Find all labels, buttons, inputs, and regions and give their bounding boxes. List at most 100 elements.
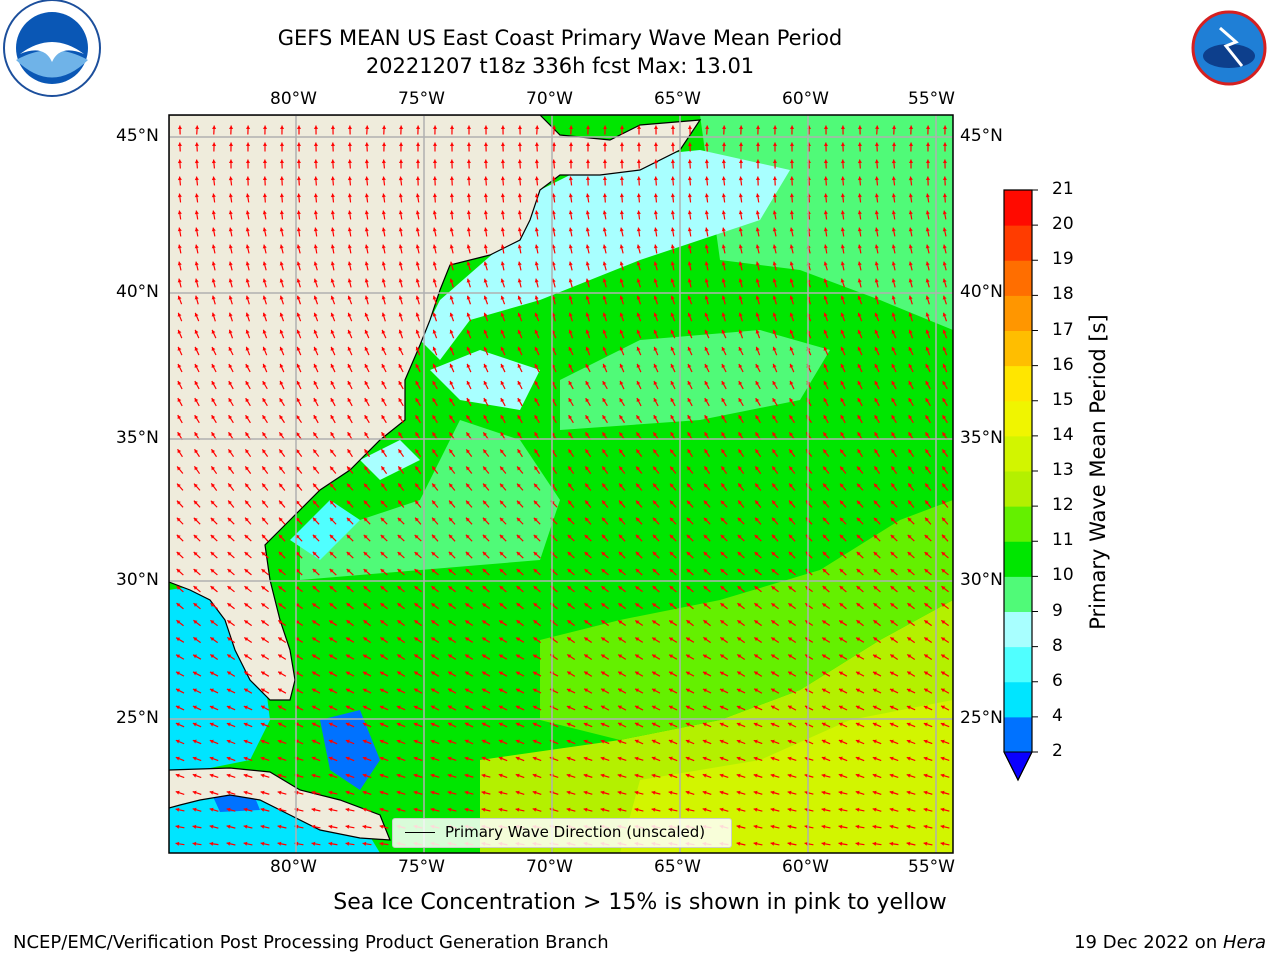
wave-arrow-head (347, 210, 352, 215)
wave-arrow-head (211, 449, 216, 454)
wave-arrow-head (602, 244, 607, 249)
wave-arrow-head (415, 329, 420, 334)
wave-arrow-head (838, 841, 843, 846)
wave-arrow-head (789, 227, 794, 232)
wave-arrow-head (602, 125, 608, 129)
wave-arrow-head (719, 790, 724, 795)
wave-arrow-head (856, 534, 861, 539)
map-frame (168, 114, 954, 854)
colorbar-segment (1004, 400, 1032, 437)
wave-arrow-head (738, 346, 743, 351)
wave-arrow-head (483, 278, 488, 283)
wave-arrow-head (245, 193, 250, 198)
wave-arrow-head (941, 620, 946, 625)
wave-arrow-head (874, 432, 879, 437)
wave-arrow-head (515, 688, 520, 693)
wave-arrow-head (516, 517, 521, 522)
wave-arrow-head (483, 449, 487, 454)
wave-arrow-head (908, 261, 913, 266)
wave-arrow-head (296, 415, 301, 420)
wave-arrow-head (704, 295, 709, 300)
wave-arrow-head (380, 551, 385, 556)
wave-arrow-head (925, 312, 930, 317)
wave-arrow-head (653, 380, 658, 385)
wave-arrow-head (822, 534, 827, 539)
wave-arrow-head (925, 227, 930, 232)
wave-arrow-head (635, 586, 640, 591)
wave-arrow-head (891, 193, 896, 198)
wave-arrow-head (840, 449, 844, 454)
wave-arrow-head (313, 329, 318, 334)
wave-arrow-head (601, 671, 606, 676)
wave-arrow-head (364, 329, 369, 334)
colorbar-segment (1004, 471, 1032, 507)
wave-arrow-head (364, 381, 369, 386)
sea-ice-note: Sea Ice Concentration > 15% is shown in … (333, 890, 947, 915)
wave-arrow-head (347, 346, 352, 351)
wave-arrow-head (704, 210, 709, 215)
wave-arrow-head (244, 620, 249, 625)
wave-arrow-head (483, 483, 487, 488)
wave-arrow-head (874, 159, 879, 164)
wave-arrow-head (330, 244, 335, 249)
wave-arrow-head (908, 312, 913, 317)
footer-date-text: 19 Dec 2022 on (1074, 932, 1223, 953)
wave-arrow-head (687, 381, 692, 386)
wave-arrow-head (617, 739, 622, 744)
wave-arrow-head (755, 466, 760, 471)
wave-arrow-head (891, 449, 896, 454)
wave-arrow-head (619, 210, 624, 215)
wave-arrow-head (771, 637, 776, 642)
wave-arrow-head (210, 551, 215, 556)
wave-arrow-head (873, 483, 878, 488)
wave-arrow-head (381, 381, 386, 386)
wave-arrow-head (838, 739, 843, 744)
wave-arrow-head (296, 500, 300, 505)
wave-arrow-head (312, 637, 317, 642)
wave-arrow-head (840, 142, 846, 147)
wave-arrow-head (755, 244, 760, 249)
wave-arrow-head (923, 756, 928, 761)
wave-arrow-head (194, 142, 199, 147)
wave-arrow-head (432, 227, 437, 232)
wave-arrow-head (500, 483, 504, 488)
colorbar-segment (1004, 681, 1032, 718)
wave-arrow-head (517, 312, 522, 317)
wave-arrow-head (857, 483, 861, 488)
wave-arrow-head (771, 603, 776, 608)
wave-arrow-head (669, 500, 674, 505)
wave-arrow-head (702, 756, 707, 761)
wave-arrow-head (568, 500, 572, 505)
wave-arrow-head (533, 586, 538, 590)
wave-arrow-head (261, 620, 266, 625)
wave-arrow-head (890, 637, 895, 642)
wave-arrow-head (177, 261, 182, 266)
colorbar-tick-label: 8 (1052, 635, 1063, 656)
lat-tick-left: 40°N (116, 282, 159, 302)
wave-arrow-head (449, 398, 454, 403)
wave-arrow-head (278, 586, 283, 590)
wave-arrow-head (465, 534, 470, 539)
wave-arrow-head (840, 398, 845, 403)
wave-arrow-head (855, 773, 860, 778)
wave-arrow-head (855, 824, 860, 829)
wave-arrow-head (653, 432, 658, 437)
wave-arrow-head (312, 620, 317, 625)
wave-arrow-head (839, 534, 844, 539)
wave-arrow-head (364, 193, 369, 198)
wave-arrow-head (566, 773, 571, 778)
wave-arrow-head (347, 363, 352, 368)
wave-arrow-head (381, 398, 386, 403)
lon-tick-bottom: 75°W (398, 857, 445, 877)
wave-arrow-head (398, 329, 403, 334)
lat-tick-left: 25°N (116, 708, 159, 728)
north-america-land (169, 115, 702, 701)
wave-arrow-head (687, 483, 691, 488)
wave-arrow-head (942, 466, 946, 471)
wave-arrow-head (447, 722, 452, 727)
wave-arrow-head (329, 654, 334, 659)
colorbar-tick-label: 10 (1052, 565, 1074, 586)
wave-arrow-head (464, 722, 469, 727)
wave-arrow-head (262, 261, 267, 266)
wave-arrow-head (567, 620, 572, 625)
